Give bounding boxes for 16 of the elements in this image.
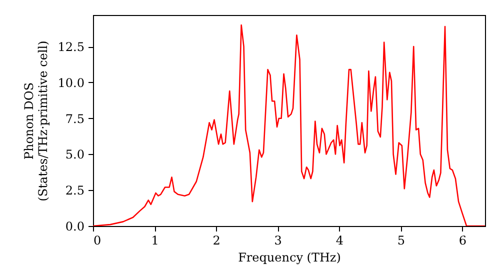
x-tick-label: 1: [151, 234, 159, 248]
x-tick-label: 4: [336, 234, 344, 248]
y-tick-label: 5.0: [65, 148, 84, 162]
y-tick-label: 7.5: [65, 112, 84, 126]
x-tick-label: 3: [274, 234, 282, 248]
y-tick-label: 2.5: [65, 184, 84, 198]
x-axis-title: Frequency (THz): [238, 250, 341, 264]
line-series: [93, 24, 485, 226]
x-tick-label: 0: [94, 234, 102, 248]
x-tick-label: 6: [458, 234, 467, 248]
y-tick-label: 12.5: [58, 40, 84, 54]
y-tick-label: 10.0: [58, 76, 84, 90]
x-tick-label: 5: [397, 234, 406, 248]
x-tick-label: 2: [212, 234, 220, 248]
y-tick-label: 0.0: [65, 220, 84, 234]
y-axis-title: Phonon DOS (States/THz·primitive cell): [22, 40, 50, 202]
